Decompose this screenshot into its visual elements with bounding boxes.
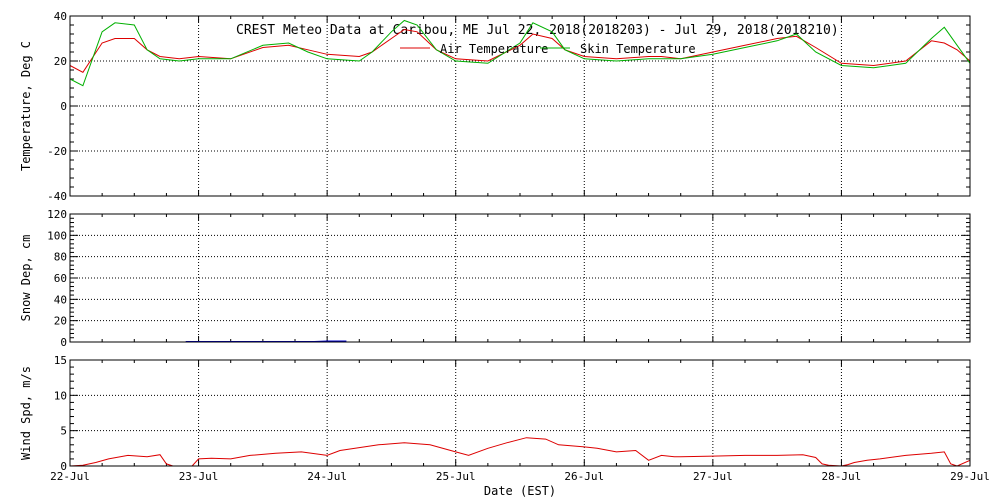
series-line-2 [70, 437, 970, 466]
y-tick-label: 100 [47, 229, 67, 242]
panel-1: 0 20 40 60 80 100 120 Snow Dep, cm [19, 208, 971, 349]
x-tick-label: 29-Jul [950, 470, 990, 483]
y-tick-label: 120 [47, 208, 67, 221]
x-tick-label: 28-Jul [822, 470, 862, 483]
y-axis-label: Temperature, Deg C [19, 41, 33, 171]
legend-label: Air Temperature [440, 42, 548, 56]
y-tick-label: 20 [54, 55, 67, 68]
y-tick-label: 40 [54, 10, 67, 23]
y-tick-label: 40 [54, 293, 67, 306]
y-axis-label: Wind Spd, m/s [19, 366, 33, 460]
series-line-air-temperature [70, 28, 970, 73]
x-tick-label: 24-Jul [307, 470, 347, 483]
y-tick-label: 0 [60, 336, 67, 349]
y-tick-label: 5 [60, 425, 67, 438]
y-tick-label: 0 [60, 100, 67, 113]
x-tick-label: 22-Jul [50, 470, 90, 483]
y-tick-label: 15 [54, 354, 67, 367]
y-tick-label: 10 [54, 389, 67, 402]
y-tick-label: 80 [54, 251, 67, 264]
panel-0: -40 -20 0 20 40 Temperature, Deg C Air Tempera… [19, 10, 971, 203]
panel-2: 0 5 10 15 Wind Spd, m/s [19, 354, 971, 473]
legend-label: Skin Temperature [580, 42, 696, 56]
y-tick-label: -40 [47, 190, 67, 203]
chart-title: CREST Meteo Data at Caribou, ME Jul 22, … [236, 23, 839, 38]
legend: Air Temperature Skin Temperature [400, 42, 696, 56]
panel-frame [69, 359, 971, 467]
y-tick-label: 20 [54, 315, 67, 328]
y-axis-label: Snow Dep, cm [19, 235, 33, 322]
y-tick-label: 0 [60, 460, 67, 473]
x-tick-label: 25-Jul [436, 470, 476, 483]
series-line-skin-temperature [70, 19, 970, 87]
x-tick-label: 26-Jul [564, 470, 604, 483]
y-tick-label: 60 [54, 272, 67, 285]
chart-panels: -40 -20 0 20 40 Temperature, Deg C Air Tempera… [19, 10, 971, 473]
y-tick-label: -20 [47, 145, 67, 158]
panel-frame [69, 213, 971, 343]
x-tick-label: 27-Jul [693, 470, 733, 483]
x-tick-labels: 22-Jul 23-Jul 24-Jul 25-Jul 26-Jul 27-Jul 28-J… [50, 470, 990, 483]
panel-frame [69, 15, 971, 197]
x-tick-label: 23-Jul [179, 470, 219, 483]
x-axis-label: Date (EST) [484, 484, 556, 498]
